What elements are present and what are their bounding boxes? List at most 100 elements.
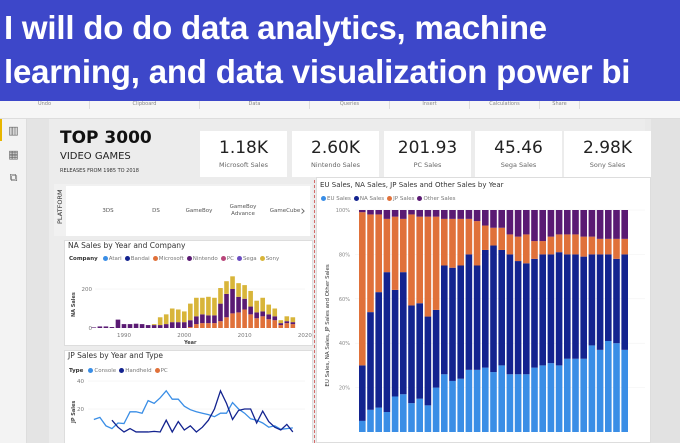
bar-other-sales: [506, 210, 514, 235]
bar-microsoft: [266, 319, 272, 328]
legend-item-other-sales[interactable]: Other Sales: [417, 196, 456, 202]
legend-item-handheld[interactable]: Handheld: [119, 368, 152, 374]
legend-item-console[interactable]: Console: [88, 368, 116, 374]
legend-item-eu-sales[interactable]: EU Sales: [321, 196, 351, 202]
bar-eu-sales: [424, 405, 432, 432]
kpi-card-pc[interactable]: 201.93 PC Sales: [384, 131, 471, 177]
bar-other-sales: [367, 210, 374, 215]
bar-jp-sales: [605, 238, 612, 255]
pages-gutter: [27, 119, 49, 443]
drag-divider[interactable]: [314, 180, 315, 443]
bar-nintendo: [133, 323, 139, 328]
slicer-items: 3DS DS GameBoy GameBoy Advance GameCube …: [66, 186, 310, 236]
bar-eu-sales: [367, 409, 374, 432]
legend-item-pc[interactable]: PC: [154, 368, 168, 374]
legend-item-pc[interactable]: PC: [220, 256, 234, 262]
ribbon-group-calculations[interactable]: Calculations: [470, 101, 540, 109]
bar-jp-sales: [588, 236, 596, 255]
bar-sony: [260, 297, 265, 312]
kpi-label: Sega Sales: [500, 161, 537, 169]
jp-chart-legend: Type Console Handheld PC: [69, 368, 168, 374]
slicer-item-gamecube[interactable]: GameCube: [269, 207, 301, 214]
report-icon[interactable]: ▥: [8, 124, 19, 137]
bar-other-sales: [555, 210, 563, 235]
slicer-item-3ds[interactable]: 3DS: [102, 207, 114, 214]
bar-jp-sales: [482, 225, 489, 250]
bar-eu-sales: [621, 349, 628, 432]
line-handheld: [111, 389, 294, 434]
bar-nintendo: [248, 306, 253, 315]
kpi-card-sony[interactable]: 2.98K Sony Sales: [564, 131, 651, 177]
legend-item-sony[interactable]: Sony: [259, 256, 279, 262]
bar-nintendo: [290, 322, 296, 325]
bar-microsoft: [254, 318, 259, 328]
ribbon-group-undo[interactable]: Undo: [0, 101, 90, 109]
bar-nintendo: [260, 311, 265, 317]
bar-microsoft: [236, 312, 241, 328]
bar-na-sales: [531, 258, 538, 368]
kpi-card-microsoft[interactable]: 1.18K Microsoft Sales: [200, 131, 287, 177]
bar-other-sales: [424, 210, 432, 217]
bar-other-sales: [432, 210, 440, 217]
kpi-label: Sony Sales: [589, 161, 626, 169]
bar-na-sales: [416, 303, 423, 399]
ribbon-group-clipboard[interactable]: Clipboard: [90, 101, 200, 109]
y-tick-label: 20%: [339, 386, 350, 392]
legend-item-jp-sales[interactable]: JP Sales: [387, 196, 414, 202]
bar-microsoft: [284, 323, 290, 328]
bar-other-sales: [383, 210, 391, 219]
ribbon: Undo Clipboard Data Queries Insert Calcu…: [0, 101, 680, 119]
bar-sony: [206, 296, 211, 316]
bar-other-sales: [375, 210, 382, 215]
ribbon-group-share[interactable]: Share: [540, 101, 580, 109]
legend-item-na-sales[interactable]: NA Sales: [353, 196, 384, 202]
model-icon[interactable]: ⧉: [9, 171, 18, 184]
bar-other-sales: [588, 210, 596, 237]
bar-na-sales: [449, 267, 456, 381]
bar-eu-sales: [506, 374, 514, 432]
kpi-value: 45.46: [494, 138, 543, 158]
legend-item-sega[interactable]: Sega: [236, 256, 257, 262]
slicer-item-gameboy[interactable]: GameBoy: [185, 207, 213, 214]
table-icon[interactable]: ▦: [8, 148, 19, 161]
bar-eu-sales: [588, 345, 596, 432]
bar-other-sales: [580, 210, 587, 237]
bar-microsoft: [260, 316, 265, 328]
bar-nintendo: [272, 316, 278, 321]
bar-nintendo: [163, 324, 169, 328]
legend-item-microsoft[interactable]: Microsoft: [152, 256, 184, 262]
bar-eu-sales: [531, 367, 538, 432]
bar-sony: [163, 314, 169, 325]
bar-eu-sales: [473, 369, 481, 432]
kpi-card-nintendo[interactable]: 2.60K Nintendo Sales: [292, 131, 379, 177]
ribbon-group-insert[interactable]: Insert: [390, 101, 470, 109]
platform-slicer: PLATFORM 3DS DS GameBoy GameBoy Advance …: [54, 184, 312, 236]
bar-sony: [157, 317, 163, 326]
right-pane: [651, 119, 680, 443]
bar-sony: [254, 300, 259, 313]
y-axis-title: NA Sales: [71, 292, 77, 317]
ribbon-group-data[interactable]: Data: [200, 101, 310, 109]
kpi-value: 1.18K: [219, 138, 268, 158]
bar-nintendo: [212, 315, 217, 324]
kpi-card-sega[interactable]: 45.46 Sega Sales: [475, 131, 562, 177]
bar-eu-sales: [596, 349, 604, 432]
bar-nintendo: [236, 296, 241, 313]
bar-sony: [218, 288, 223, 304]
chevron-right-icon[interactable]: ›: [300, 203, 306, 219]
legend-item-atari[interactable]: Atari: [102, 256, 122, 262]
bar-eu-sales: [613, 343, 620, 432]
legend-item-nintendo[interactable]: Nintendo: [186, 256, 218, 262]
bar-nintendo: [103, 326, 109, 328]
bar-na-sales: [506, 254, 514, 375]
slicer-item-ds[interactable]: DS: [152, 207, 160, 214]
bar-jp-sales: [465, 218, 473, 255]
bar-other-sales: [498, 210, 505, 228]
legend-item-bandai[interactable]: Bandai: [124, 256, 150, 262]
ribbon-group-queries[interactable]: Queries: [310, 101, 390, 109]
bar-jp-sales: [457, 218, 464, 266]
bar-microsoft: [242, 309, 247, 328]
bar-microsoft: [248, 314, 253, 328]
slicer-item-gameboy-advance[interactable]: GameBoy Advance: [229, 204, 257, 217]
bar-nintendo: [157, 325, 163, 328]
